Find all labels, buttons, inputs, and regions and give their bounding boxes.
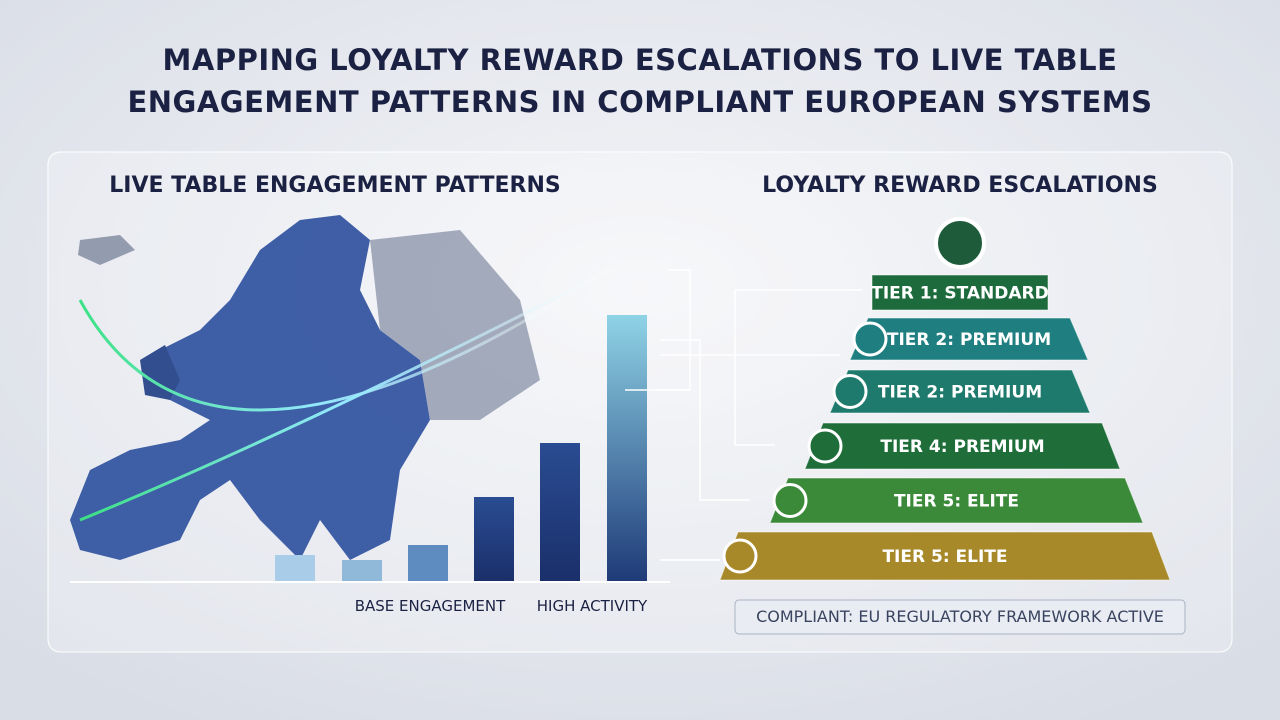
tier-label: TIER 5: ELITE	[894, 492, 1019, 512]
tier-label: TIER 4: PREMIUM	[880, 437, 1044, 457]
bars	[70, 315, 670, 583]
chip-icon	[832, 374, 868, 409]
tier-label: TIER 2: PREMIUM	[878, 383, 1042, 403]
title-line: MAPPING LOYALTY REWARD ESCALATIONS TO LI…	[163, 43, 1118, 77]
europe-map	[70, 215, 611, 560]
axis-label: HIGH ACTIVITY	[537, 597, 648, 615]
panel-title: LOYALTY REWARD ESCALATIONS	[762, 173, 1158, 198]
panel-title: LIVE TABLE ENGAGEMENT PATTERNS	[109, 173, 561, 198]
chip-icon	[807, 428, 843, 464]
tier-label: TIER 5: ELITE	[882, 547, 1007, 567]
chip-icon	[934, 217, 986, 269]
compliance-badge	[734, 599, 1186, 635]
chip-icon	[852, 321, 888, 357]
axis-label: BASE ENGAGEMENT	[355, 597, 506, 615]
connectors	[625, 269, 862, 561]
tier-pyramid: TIER 1: STANDARD TIER 2: PREMIUM TIER 2: P…	[719, 274, 1171, 581]
tier-band	[871, 274, 1049, 311]
chip-icon	[722, 538, 758, 574]
compliance-text: COMPLIANT: EU REGULATORY FRAMEWORK ACTIV…	[756, 607, 1164, 626]
tier-label: TIER 1: STANDARD	[871, 284, 1048, 304]
chip-icon	[772, 483, 808, 518]
tier-label: TIER 2: PREMIUM	[887, 330, 1051, 350]
title-line: ENGAGEMENT PATTERNS IN COMPLIANT EUROPEA…	[127, 85, 1152, 119]
